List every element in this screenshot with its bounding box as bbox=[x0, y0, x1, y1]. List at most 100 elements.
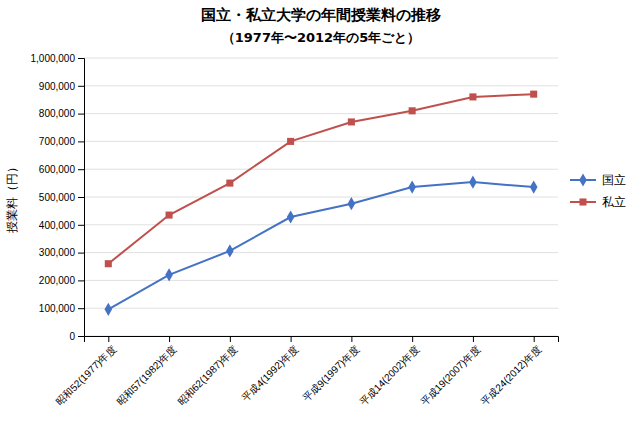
x-tick-label: 昭和52(1977)年度 bbox=[54, 343, 118, 407]
grid-line bbox=[84, 169, 558, 170]
y-axis-line bbox=[78, 59, 85, 337]
x-tick-mark bbox=[412, 336, 413, 342]
x-tick-label: 昭和62(1987)年度 bbox=[175, 343, 239, 407]
x-axis: 昭和52(1977)年度昭和57(1982)年度昭和62(1987)年度平成4(… bbox=[54, 336, 559, 407]
point bbox=[469, 176, 477, 189]
grid-line bbox=[84, 58, 558, 59]
y-tick-label: 1,000,000 bbox=[31, 53, 76, 64]
x-axis-line bbox=[85, 337, 559, 343]
x-tick-label: 平成24(2012)年度 bbox=[479, 343, 543, 407]
y-tick-mark bbox=[78, 336, 84, 337]
point bbox=[469, 93, 476, 100]
x-tick-mark bbox=[230, 336, 231, 342]
y-tick-mark bbox=[78, 58, 84, 59]
y-tick-label: 900,000 bbox=[39, 81, 76, 92]
y-tick: 900,000 bbox=[39, 81, 84, 92]
y-tick-label: 200,000 bbox=[39, 275, 76, 286]
grid-line bbox=[84, 197, 558, 198]
x-tick: 平成24(2012)年度 bbox=[479, 336, 543, 407]
point bbox=[348, 118, 355, 125]
y-tick-mark bbox=[78, 197, 84, 198]
y-tick: 600,000 bbox=[39, 164, 84, 175]
y-tick-label: 100,000 bbox=[39, 303, 76, 314]
subtitle: （1977年〜2012年の5年ごと） bbox=[222, 30, 420, 45]
point bbox=[287, 210, 295, 223]
x-tick: 平成4(1992)年度 bbox=[240, 336, 300, 404]
y-tick-label: 300,000 bbox=[39, 247, 76, 258]
y-tick-label: 700,000 bbox=[39, 136, 76, 147]
x-tick-mark bbox=[473, 336, 474, 342]
point bbox=[165, 268, 173, 281]
y-tick-mark bbox=[78, 114, 84, 115]
y-tick-label: 400,000 bbox=[39, 220, 76, 231]
x-tick-mark bbox=[108, 336, 109, 342]
series bbox=[105, 176, 538, 316]
legend-label: 私立 bbox=[602, 195, 626, 209]
legend-marker bbox=[579, 198, 586, 205]
point bbox=[348, 197, 356, 210]
y-tick-label: 0 bbox=[69, 331, 75, 342]
y-tick-label: 500,000 bbox=[39, 192, 76, 203]
point bbox=[408, 180, 416, 193]
legend: 国立私立 bbox=[570, 173, 626, 209]
legend-label: 国立 bbox=[602, 173, 626, 187]
series-line bbox=[108, 182, 533, 309]
x-tick-mark bbox=[351, 336, 352, 342]
x-tick: 昭和62(1987)年度 bbox=[175, 336, 239, 407]
y-tick-mark bbox=[78, 280, 84, 281]
chart: 国立・私立大学の年間授業料の推移 （1977年〜2012年の5年ごと） 0 100,0… bbox=[0, 0, 640, 426]
x-tick-label: 平成19(2007)年度 bbox=[418, 343, 482, 407]
point bbox=[105, 260, 112, 267]
y-tick-mark bbox=[78, 169, 84, 170]
point bbox=[226, 244, 234, 257]
point bbox=[530, 91, 537, 98]
series bbox=[105, 91, 537, 268]
y-tick-label: 800,000 bbox=[39, 108, 76, 119]
point bbox=[166, 212, 173, 219]
point bbox=[226, 180, 233, 187]
grid-line bbox=[84, 252, 558, 253]
title: 国立・私立大学の年間授業料の推移 bbox=[201, 6, 441, 24]
plot-area: 0 100,000 200,000 300,000 400,000 500,000 600,… bbox=[31, 53, 559, 408]
grid-line bbox=[84, 280, 558, 281]
x-tick: 昭和52(1977)年度 bbox=[54, 336, 118, 407]
x-tick: 昭和57(1982)年度 bbox=[114, 336, 178, 407]
y-tick: 800,000 bbox=[39, 108, 84, 119]
title-group: 国立・私立大学の年間授業料の推移 （1977年〜2012年の5年ごと） bbox=[201, 6, 441, 45]
marks bbox=[105, 91, 538, 316]
y-tick-mark bbox=[78, 86, 84, 87]
x-tick-mark bbox=[534, 336, 535, 342]
grid-line bbox=[84, 85, 558, 86]
y-tick-label: 600,000 bbox=[39, 164, 76, 175]
y-tick: 400,000 bbox=[39, 220, 84, 231]
y-tick: 1,000,000 bbox=[31, 53, 85, 64]
y-axis: 0 100,000 200,000 300,000 400,000 500,000 600,… bbox=[31, 53, 85, 342]
x-tick-label: 平成9(1997)年度 bbox=[301, 343, 361, 403]
y-tick: 700,000 bbox=[39, 136, 84, 147]
y-tick: 100,000 bbox=[39, 303, 84, 314]
legend-item: 国立 bbox=[570, 173, 626, 187]
x-tick-label: 平成4(1992)年度 bbox=[240, 343, 300, 403]
x-tick: 平成14(2002)年度 bbox=[357, 336, 421, 407]
legend-item: 私立 bbox=[570, 195, 626, 209]
grid bbox=[84, 58, 558, 336]
y-tick-mark bbox=[78, 253, 84, 254]
x-tick: 平成9(1997)年度 bbox=[301, 336, 361, 404]
y-tick: 500,000 bbox=[39, 192, 84, 203]
x-tick-mark bbox=[291, 336, 292, 342]
grid-line bbox=[84, 113, 558, 114]
y-tick-mark bbox=[78, 225, 84, 226]
series-line bbox=[108, 94, 533, 264]
y-axis-title: 授業料（円） bbox=[5, 161, 19, 233]
point bbox=[105, 303, 113, 316]
grid-line bbox=[84, 308, 558, 309]
point bbox=[409, 107, 416, 114]
point bbox=[287, 138, 294, 145]
x-tick: 平成19(2007)年度 bbox=[418, 336, 482, 407]
grid-line bbox=[84, 141, 558, 142]
y-tick: 300,000 bbox=[39, 247, 84, 258]
point bbox=[530, 180, 538, 193]
x-tick-label: 昭和57(1982)年度 bbox=[114, 343, 178, 407]
legend-marker bbox=[579, 173, 587, 186]
y-tick: 0 bbox=[69, 331, 84, 342]
